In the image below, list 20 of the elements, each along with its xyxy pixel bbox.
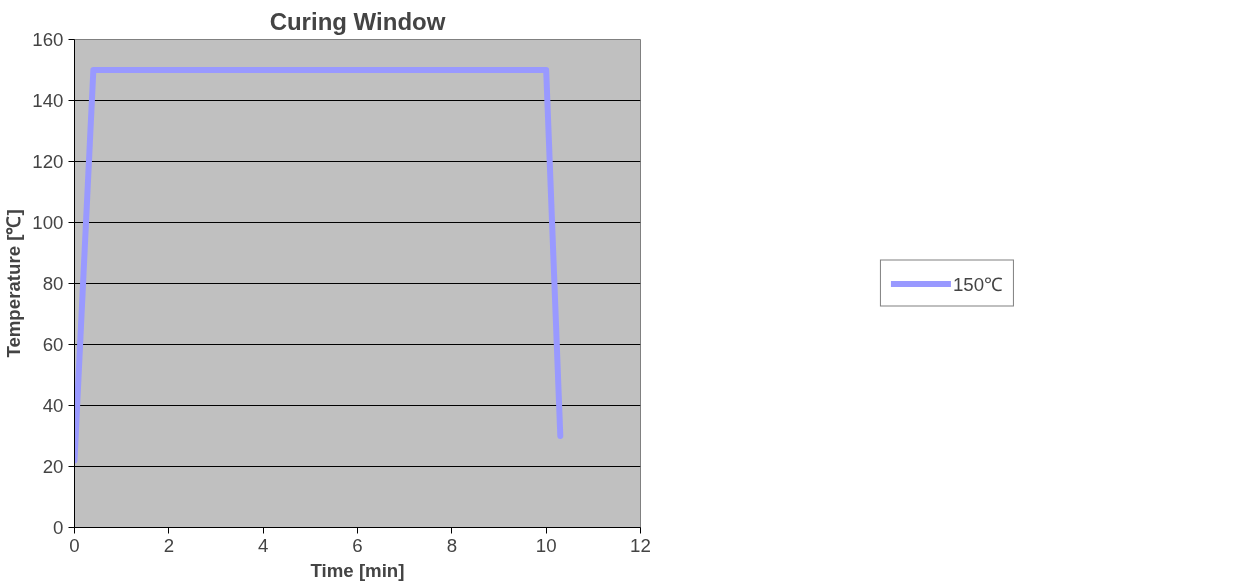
x-tick-label: 10 [535,534,557,556]
y-tick-label: 60 [42,334,64,355]
y-tick-label: 80 [42,273,64,294]
y-tick-label: 120 [32,151,64,172]
y-tick-label: 20 [42,456,64,477]
y-tick-label: 140 [32,90,64,111]
x-tick-label: 6 [352,534,363,556]
x-tick-label: 4 [257,534,269,556]
legend-label: 150℃ [952,272,1004,296]
y-tick-label: 40 [42,395,64,416]
x-axis-title: Time [min] [310,559,405,581]
x-tick-label: 12 [630,534,651,556]
y-tick-label: 100 [32,212,64,233]
chart-title: Curing Window [269,7,446,35]
y-tick-label: 0 [53,517,64,538]
x-tick-label: 8 [446,534,458,556]
x-tick-label: 0 [69,534,80,556]
x-tick-label: 2 [163,534,175,556]
y-tick-label: 160 [32,29,64,50]
y-axis-title: Temperature [℃] [3,209,25,358]
